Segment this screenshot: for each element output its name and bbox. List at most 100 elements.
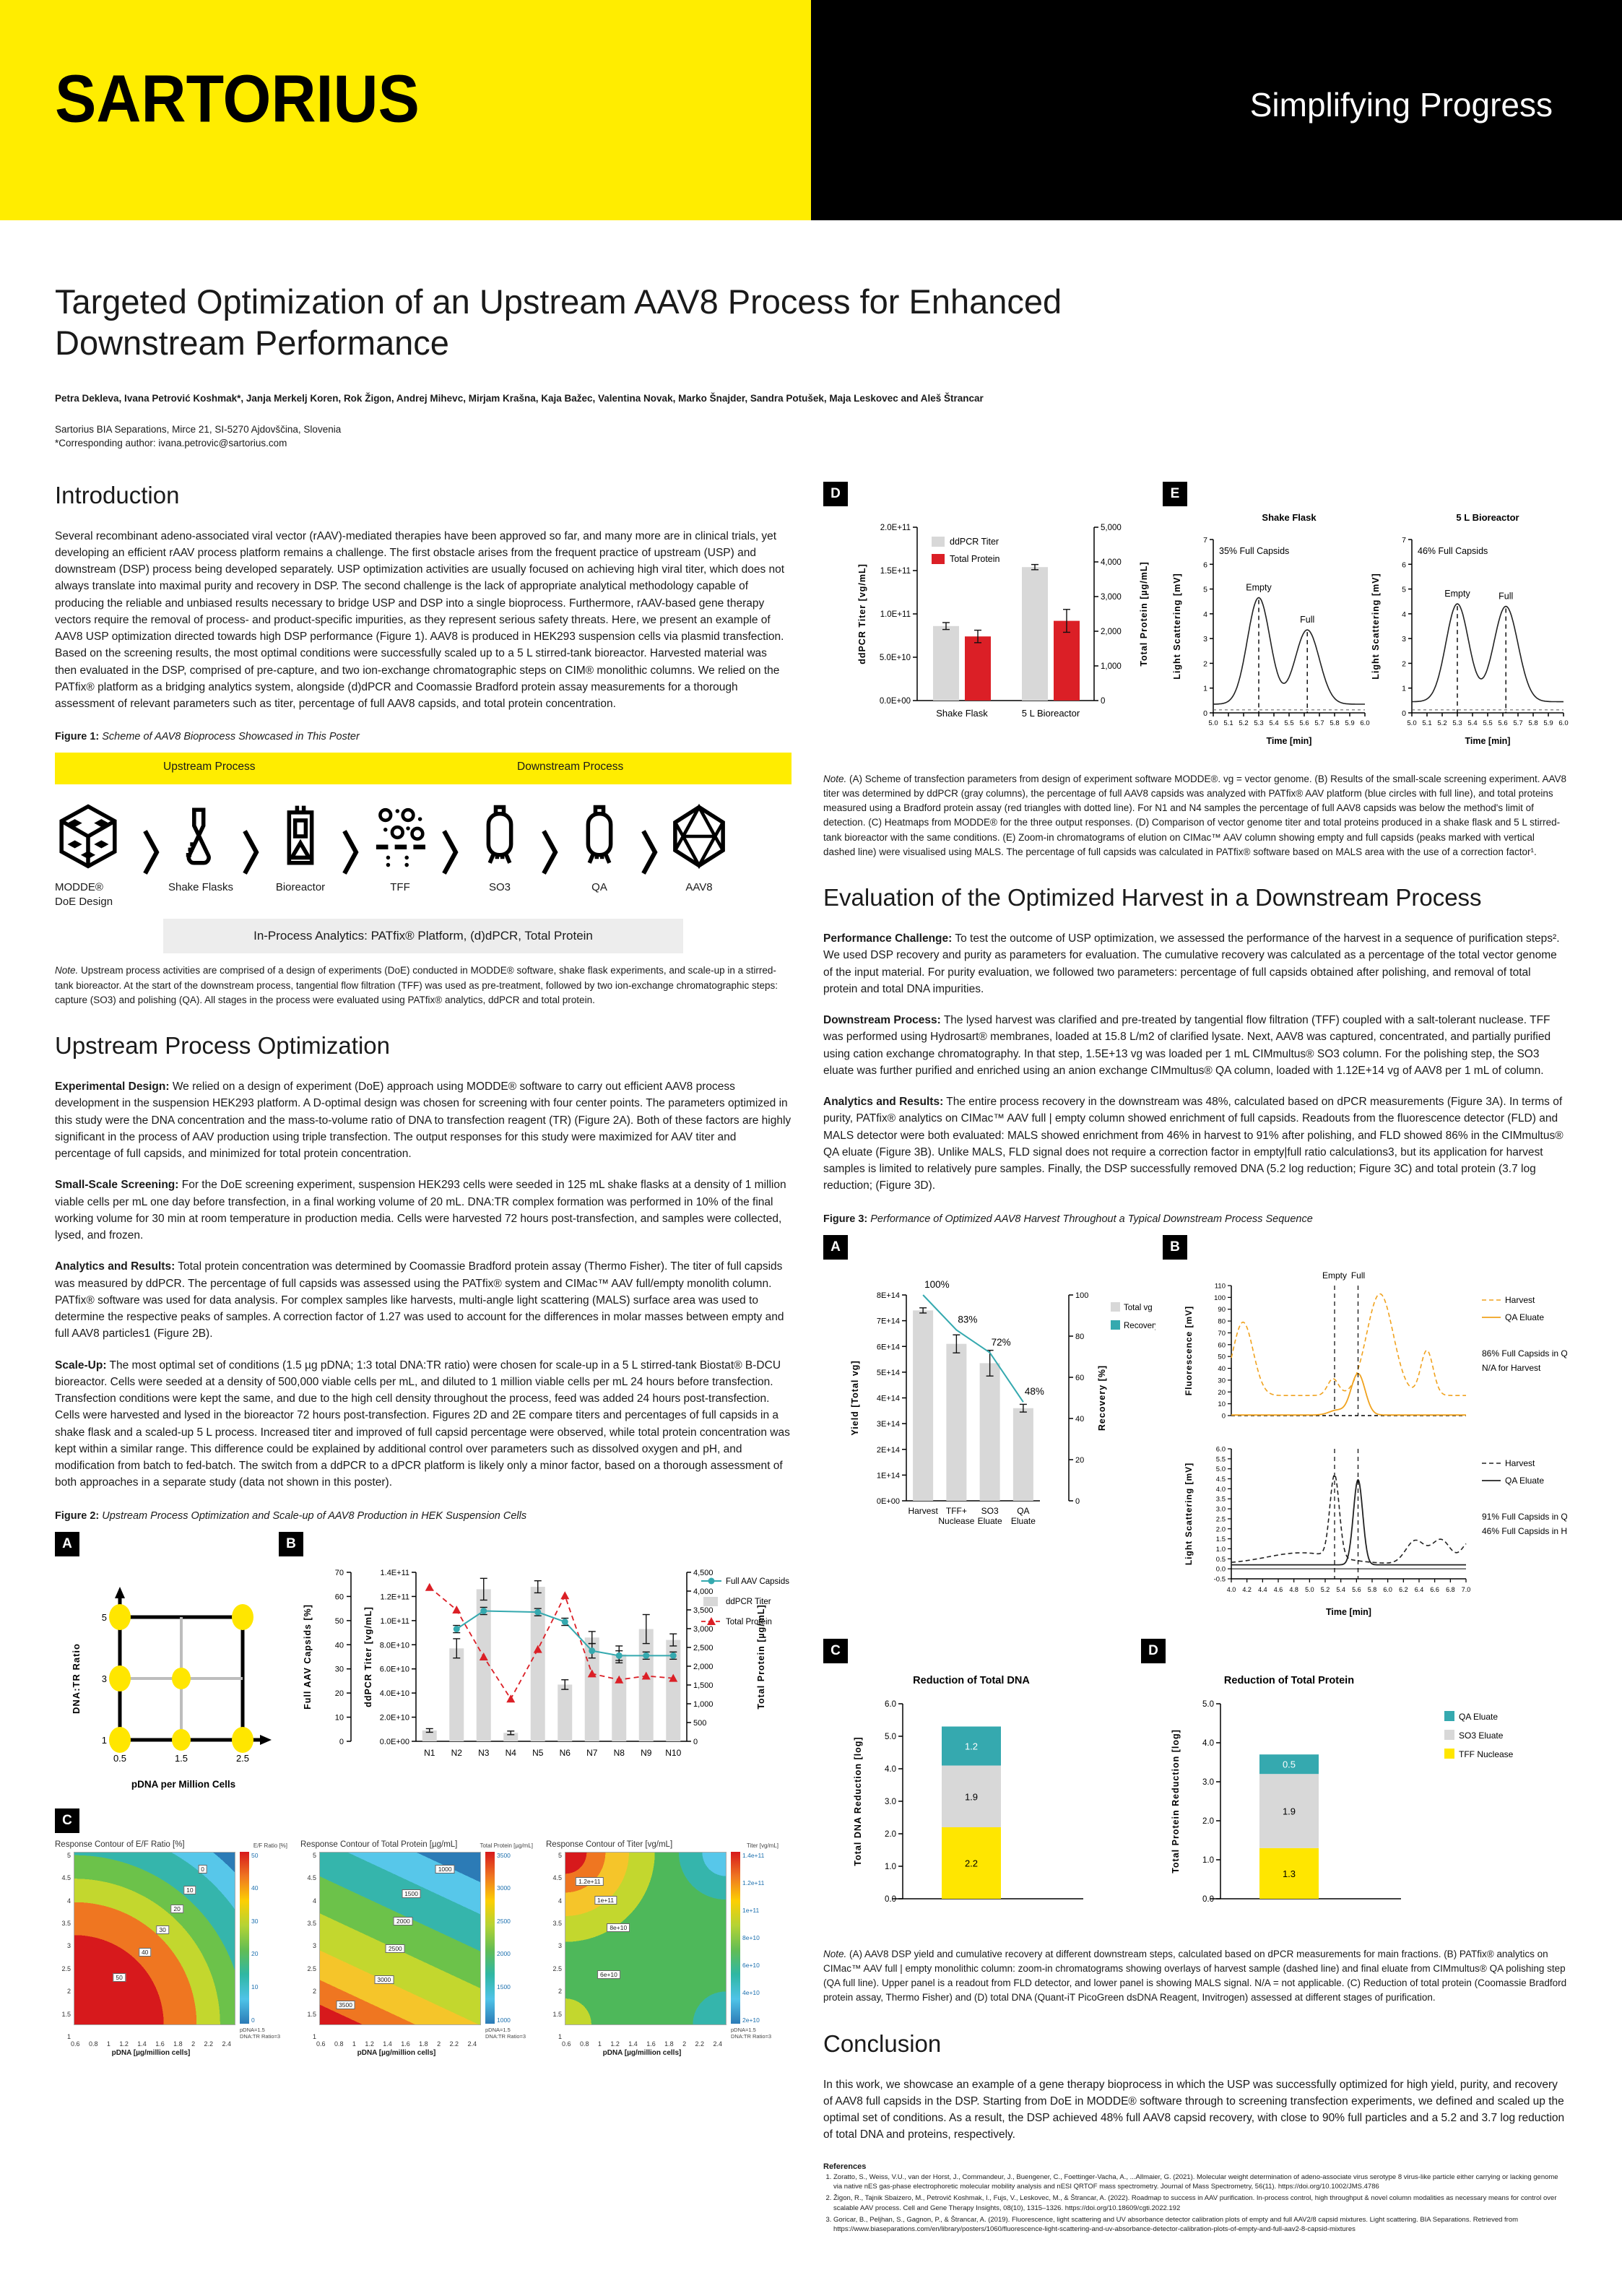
svg-text:Full AAV Capsids [%]: Full AAV Capsids [%] [303,1604,313,1710]
svg-text:3,000: 3,000 [1101,593,1122,602]
scaleup-comparison-chart: 0.0E+00 5.0E+10 1.0E+11 1.5E+11 2.0E+11 0 1,00… [823,509,1155,762]
paragraph-label: Performance Challenge: [823,932,953,945]
svg-text:5.6: 5.6 [1352,1586,1361,1593]
svg-text:46% Full Capsids: 46% Full Capsids [1418,546,1488,556]
note-text: Upstream process activities are comprise… [55,965,778,1005]
svg-text:86% Full Capsids in QA: 86% Full Capsids in QA [1482,1348,1567,1359]
paragraph-label: Scale-Up: [55,1359,107,1372]
step-so3-column: SO3 [459,803,540,895]
svg-text:40: 40 [335,1641,344,1650]
chevron-right-icon [640,823,659,885]
figure2-caption-text: Upstream Process Optimization and Scale-… [102,1509,527,1522]
svg-text:5.5: 5.5 [1216,1455,1226,1463]
step-label: SO3 [488,881,511,894]
svg-text:N6: N6 [560,1748,571,1758]
figure2-panel-d: D 0.0E+00 5.0E+10 1.0E+11 1.5E+11 2.0E+11 0 1,… [823,481,1155,762]
svg-text:40: 40 [1218,1365,1226,1373]
figure1-caption-label: Figure 1: [55,731,100,743]
svg-text:91% Full Capsids in QA: 91% Full Capsids in QA [1482,1512,1567,1522]
svg-text:5.0: 5.0 [1407,719,1416,727]
svg-text:TFF+: TFF+ [946,1506,967,1516]
svg-text:30: 30 [335,1665,344,1673]
chromatography-column-icon [566,805,633,872]
svg-text:N7: N7 [586,1748,598,1758]
sartorius-logo: SARTORIUS [55,61,420,137]
svg-text:5.0: 5.0 [1208,719,1218,727]
chevron-right-icon [142,823,160,885]
svg-text:Eluate: Eluate [1011,1516,1036,1526]
screening-results-chart: 0 10 20 30 40 50 60 70 Full AAV Capsids [%] 0.0E+… [279,1559,799,1801]
note-text: (A) Scheme of transfection parameters fr… [823,773,1567,857]
svg-text:Total Protein [µg/mL]: Total Protein [µg/mL] [756,1604,766,1709]
figure2-caption: Figure 2: Upstream Process Optimization … [55,1510,792,1522]
svg-text:2.0: 2.0 [1202,1817,1214,1826]
usp-paragraph: Small-Scale Screening: For the DoE scree… [55,1177,792,1244]
step-tff: TFF [360,803,441,895]
svg-text:1.2E+11: 1.2E+11 [381,1593,409,1601]
svg-text:20: 20 [1075,1456,1084,1465]
svg-text:1.4E+11: 1.4E+11 [381,1569,409,1577]
svg-text:3.0: 3.0 [1216,1505,1226,1513]
svg-text:0: 0 [1203,709,1207,718]
svg-text:8.0E+10: 8.0E+10 [380,1641,409,1650]
svg-text:2.5: 2.5 [1216,1515,1226,1523]
svg-text:0.5: 0.5 [1283,1759,1296,1769]
aav-capsid-icon [666,804,732,872]
figure2-note: Note. (A) Scheme of transfection paramet… [823,772,1567,860]
svg-text:2,000: 2,000 [1101,628,1122,636]
header-black-block: Simplifying Progress [811,0,1622,220]
svg-text:4.0: 4.0 [885,1765,896,1774]
svg-text:Harvest: Harvest [1505,1458,1535,1468]
fig3A-svg: 0E+00 1E+14 2E+14 3E+14 4E+14 5E+14 6E+14 7E+14… [850,1279,1159,1526]
svg-text:5.3: 5.3 [1254,719,1263,727]
header-band: SARTORIUS Simplifying Progress [0,0,1622,220]
svg-text:N10: N10 [665,1748,681,1758]
svg-text:80: 80 [1075,1333,1084,1341]
svg-text:5.6: 5.6 [1299,719,1309,727]
svg-text:50: 50 [335,1617,344,1626]
svg-text:100: 100 [1214,1294,1226,1302]
figure2-panel-c: C Response Contour of E/F Ratio [%] E/F R… [55,1808,792,2058]
svg-text:5.0E+10: 5.0E+10 [880,654,911,662]
svg-text:50: 50 [1218,1353,1226,1361]
svg-text:7E+14: 7E+14 [877,1317,900,1325]
svg-text:6.0: 6.0 [1216,1445,1226,1453]
svg-text:0.0E+00: 0.0E+00 [380,1738,409,1746]
svg-text:3,500: 3,500 [693,1606,714,1615]
svg-text:2.0E+11: 2.0E+11 [880,524,911,532]
panel-label-b: B [279,1531,303,1556]
svg-text:Empty: Empty [1444,589,1470,599]
svg-text:5: 5 [1402,585,1406,594]
reference-item: Zoratto, S., Weiss, V.U., van der Horst,… [833,2172,1567,2193]
figure1-caption: Figure 1: Scheme of AAV8 Bioprocess Show… [55,731,792,742]
svg-text:4.8: 4.8 [1289,1586,1298,1593]
svg-text:Fluorescence [mV]: Fluorescence [mV] [1184,1305,1194,1395]
svg-text:1,500: 1,500 [693,1681,714,1690]
svg-text:4.6: 4.6 [1274,1586,1283,1593]
svg-text:5.5: 5.5 [1483,719,1492,727]
paragraph-text: The lysed harvest was clarified and pre-… [823,1014,1551,1077]
svg-text:2: 2 [1203,659,1207,668]
svg-text:6.0: 6.0 [1383,1586,1392,1593]
doe-design-chart: 1 3 5 0.5 1.5 2.5 DNA:TR Ratio pDNA per Million… [55,1559,272,1801]
svg-text:60: 60 [1218,1341,1226,1349]
svg-text:Full: Full [1300,615,1314,625]
references-list: Zoratto, S., Weiss, V.U., van der Horst,… [823,2172,1567,2235]
response-contour-plot: Response Contour of Titer [vg/mL] Titer [… [546,1840,779,2058]
svg-text:2.0: 2.0 [1216,1525,1226,1533]
svg-text:Yield [Total vg]: Yield [Total vg] [850,1360,860,1435]
svg-text:0.0E+00: 0.0E+00 [880,697,911,706]
svg-text:3: 3 [1203,635,1207,644]
svg-text:ddPCR Titer [vg/mL]: ddPCR Titer [vg/mL] [363,1606,373,1707]
svg-text:5.8: 5.8 [1528,719,1538,727]
svg-text:3E+14: 3E+14 [877,1420,900,1429]
svg-text:4,500: 4,500 [693,1569,714,1577]
svg-text:N/A for Harvest: N/A for Harvest [1482,1363,1541,1373]
intro-heading: Introduction [55,481,180,508]
svg-text:TFF Nuclease: TFF Nuclease [1459,1749,1514,1759]
svg-text:0.5: 0.5 [1216,1555,1226,1563]
step-label: QA [591,881,607,894]
svg-text:4.0: 4.0 [1227,1586,1236,1593]
svg-text:0: 0 [1075,1497,1080,1506]
figure3-panel-a: A 0E+00 1E+14 2E+14 3E+14 4E+14 5E+14 6E+14 7E+… [823,1234,1159,1569]
